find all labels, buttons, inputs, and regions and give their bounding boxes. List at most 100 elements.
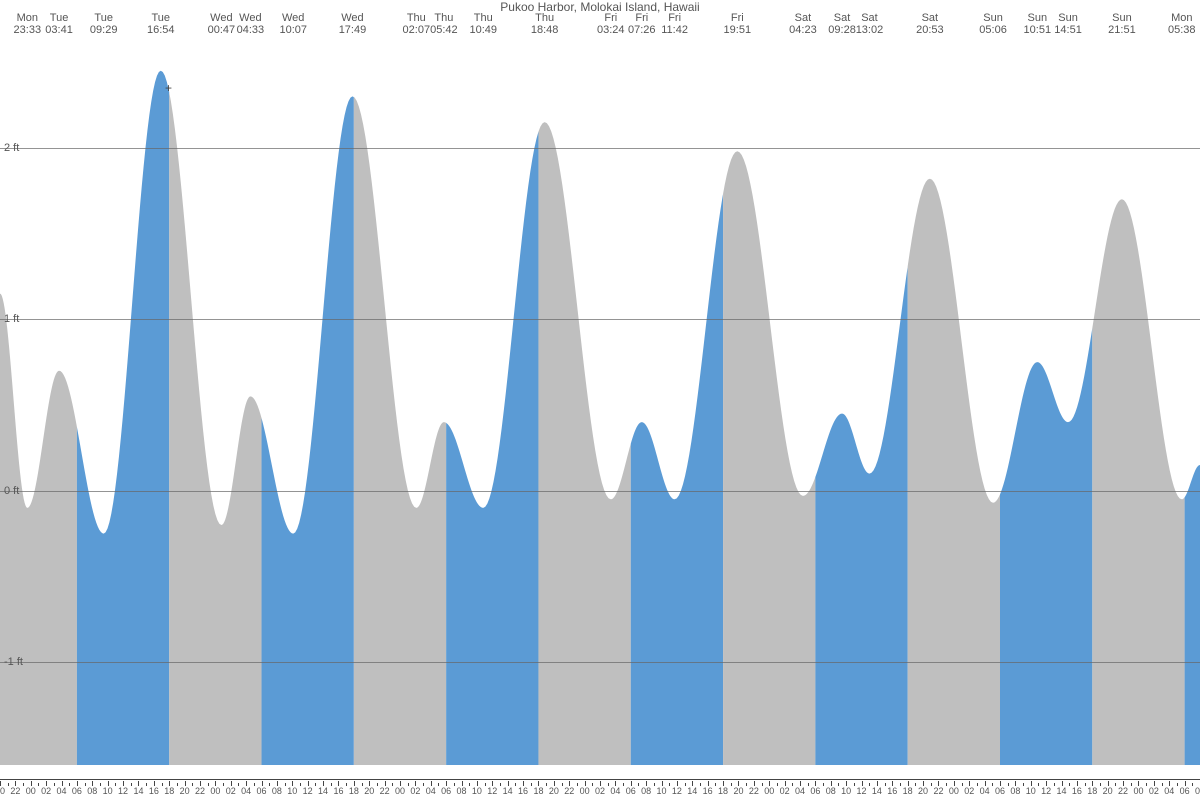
x-tick [223,783,224,786]
x-tick-label: 02 [226,786,236,796]
x-tick-label: 08 [87,786,97,796]
x-tick-label: 20 [180,786,190,796]
x-tick-label: 20 [1103,786,1113,796]
x-tick [1177,783,1178,786]
x-tick [592,783,593,786]
gridline [0,662,1200,663]
x-tick [808,783,809,786]
x-tick-label: 14 [1057,786,1067,796]
x-tick [1162,783,1163,786]
header-label: Fri11:42 [661,12,688,36]
x-tick [931,783,932,786]
y-axis-label: 0 ft [4,485,19,497]
header-label: Mon05:38 [1168,12,1196,36]
x-tick-label: 08 [457,786,467,796]
x-tick-label: 18 [533,786,543,796]
x-tick [854,783,855,786]
x-tick [885,783,886,786]
x-tick [838,783,839,786]
x-tick [254,783,255,786]
x-tick [731,783,732,786]
x-tick-label: 00 [26,786,36,796]
x-tick-label: 22 [1118,786,1128,796]
x-tick [408,783,409,786]
x-tick-label: 16 [1072,786,1082,796]
header-label: Tue16:54 [147,12,175,36]
x-tick-label: 22 [564,786,574,796]
x-tick [1038,783,1039,786]
x-tick-label: 04 [980,786,990,796]
x-tick [777,783,778,786]
x-tick [362,783,363,786]
x-tick [977,783,978,786]
x-tick-label: 18 [1087,786,1097,796]
x-tick [85,783,86,786]
x-tick-label: 04 [57,786,67,796]
x-tick [131,783,132,786]
x-tick [1054,783,1055,786]
header-label: Thu05:42 [430,12,458,36]
x-tick-label: 00 [764,786,774,796]
x-tick [546,783,547,786]
x-tick-label: 02 [410,786,420,796]
x-tick-label: 10 [841,786,851,796]
x-tick-label: 06 [1180,786,1190,796]
x-tick [946,783,947,786]
header-label: Thu18:48 [531,12,559,36]
x-tick-label: 00 [210,786,220,796]
x-tick [562,783,563,786]
x-tick [792,783,793,786]
header-label: Fri03:24 [597,12,625,36]
x-tick [100,783,101,786]
x-tick [54,783,55,786]
x-tick [423,783,424,786]
x-tick-label: 16 [149,786,159,796]
header-label: Thu02:07 [403,12,431,36]
x-tick [515,783,516,786]
x-tick [669,783,670,786]
x-tick-label: 12 [1041,786,1051,796]
x-tick [900,783,901,786]
x-tick [500,783,501,786]
x-tick [1100,783,1101,786]
x-tick-label: 14 [503,786,513,796]
x-tick-label: 02 [1149,786,1159,796]
x-tick [869,783,870,786]
x-tick-label: 06 [257,786,267,796]
x-tick [346,783,347,786]
x-tick-label: 06 [995,786,1005,796]
header-label: Sat20:53 [916,12,944,36]
x-tick [146,783,147,786]
x-tick [1023,783,1024,786]
x-tick-label: 04 [241,786,251,796]
x-tick-label: 10 [1026,786,1036,796]
x-tick [438,783,439,786]
header-label: Tue03:41 [45,12,73,36]
x-tick [469,783,470,786]
x-tick [269,783,270,786]
x-tick [638,783,639,786]
header-label: Sat04:23 [789,12,817,36]
x-tick-label: 14 [872,786,882,796]
x-tick [115,783,116,786]
x-tick [208,783,209,786]
header-label: Tue09:29 [90,12,118,36]
x-tick [238,783,239,786]
x-tick [746,783,747,786]
x-tick-label: 04 [426,786,436,796]
header-label: Sat13:02 [856,12,884,36]
x-tick-label: 08 [1010,786,1020,796]
header-label: Wed04:33 [237,12,265,36]
y-axis-label: -1 ft [4,656,23,668]
y-axis-label: 2 ft [4,142,19,154]
tide-curve [0,45,1200,785]
x-tick [1192,783,1193,786]
x-tick [485,783,486,786]
x-tick-label: 06 [626,786,636,796]
header-label: Mon23:33 [14,12,42,36]
x-tick [177,783,178,786]
x-tick-label: 20 [918,786,928,796]
header-label: Fri19:51 [724,12,752,36]
x-tick-label: 04 [1164,786,1174,796]
x-tick-label: 12 [857,786,867,796]
